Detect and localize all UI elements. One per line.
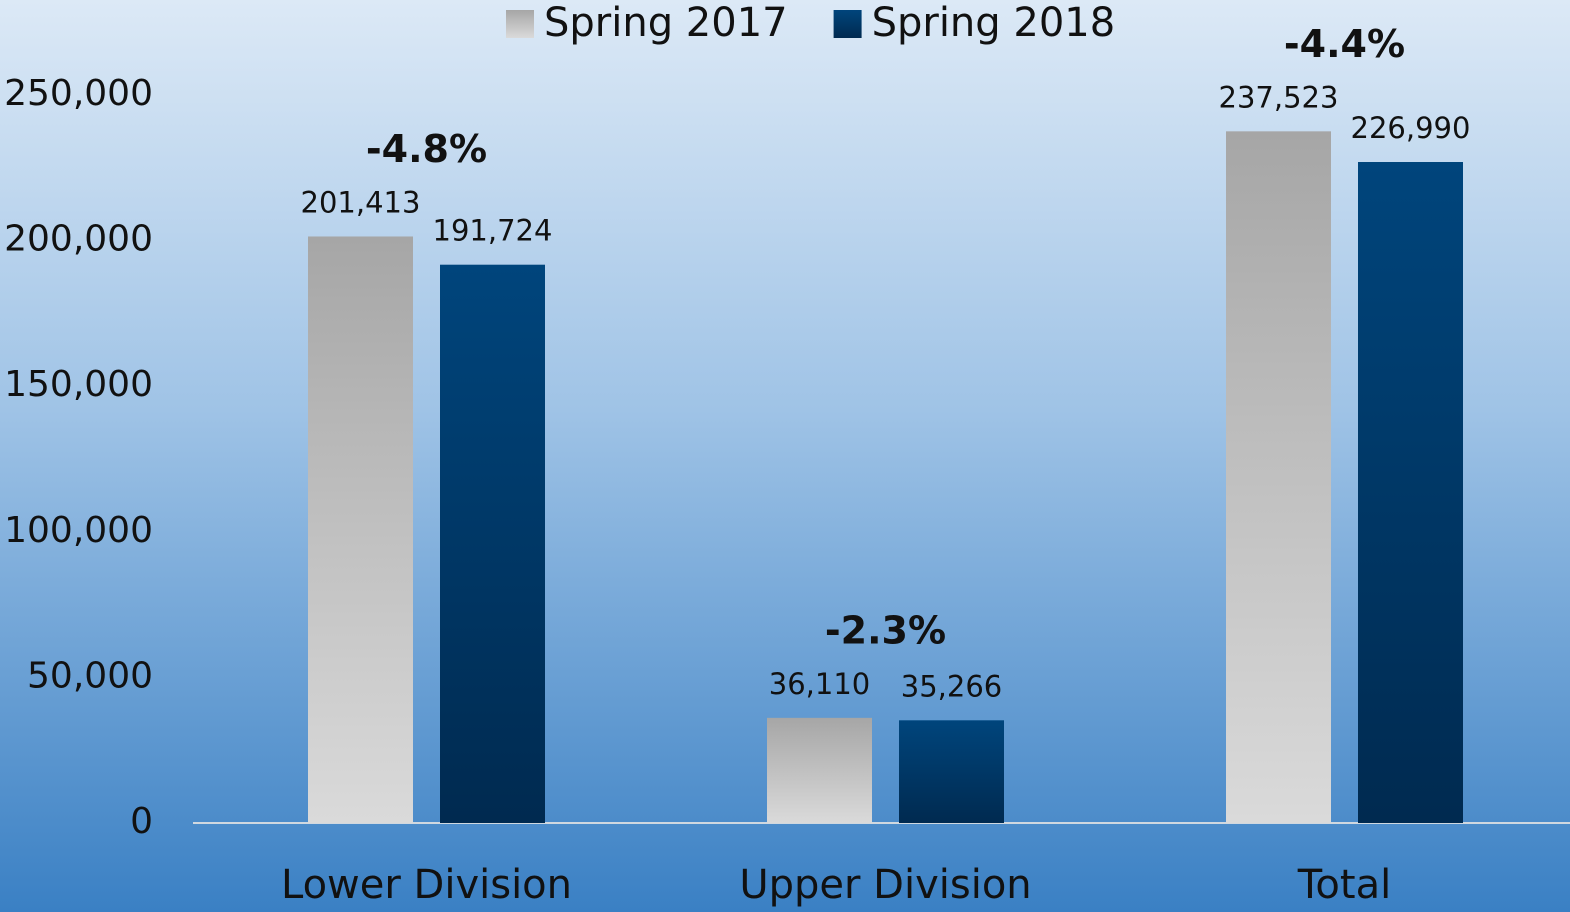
y-tick-label: 100,000	[4, 510, 153, 551]
x-tick-label: Total	[1297, 862, 1391, 908]
bar	[899, 720, 1004, 823]
x-tick-label: Upper Division	[739, 862, 1031, 908]
x-tick-label: Lower Division	[281, 862, 572, 908]
bar	[308, 236, 413, 823]
value-label: 36,110	[769, 667, 870, 701]
change-label: -2.3%	[825, 608, 946, 652]
bar	[440, 264, 545, 823]
legend-swatch	[506, 10, 534, 38]
value-label: 237,523	[1219, 80, 1339, 114]
y-tick-label: 0	[130, 801, 153, 842]
legend-swatch	[833, 10, 862, 38]
change-label: -4.4%	[1284, 22, 1405, 66]
bar	[767, 717, 872, 823]
change-label: -4.8%	[366, 127, 487, 171]
bar	[1226, 131, 1331, 824]
value-label: 35,266	[901, 669, 1002, 703]
legend-label: Spring 2018	[872, 0, 1116, 46]
y-tick-label: 250,000	[4, 73, 153, 114]
y-tick-label: 150,000	[4, 364, 153, 405]
value-label: 226,990	[1351, 111, 1471, 145]
value-label: 191,724	[433, 214, 553, 248]
y-tick-label: 200,000	[4, 219, 153, 260]
bar	[1358, 162, 1463, 823]
value-label: 201,413	[301, 185, 421, 219]
y-tick-label: 50,000	[27, 655, 153, 696]
legend-label: Spring 2017	[544, 0, 788, 46]
